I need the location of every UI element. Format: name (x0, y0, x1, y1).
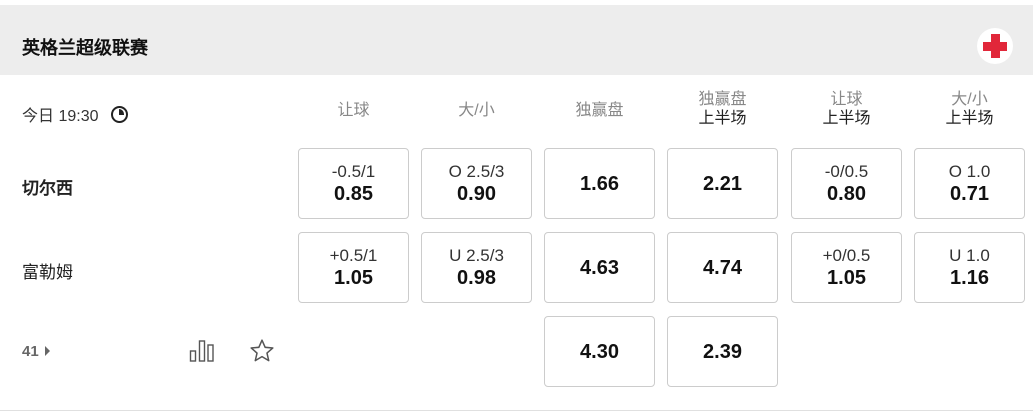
divider (0, 410, 1033, 411)
odds-value: 0.71 (950, 183, 989, 205)
odds-button[interactable]: 2.39 (667, 316, 778, 387)
odds-value: 0.80 (827, 183, 866, 205)
match-time: 今日 19:30 (22, 102, 128, 126)
odds-button[interactable]: +0/0.5 1.05 (791, 232, 902, 303)
odds-button[interactable]: 4.63 (544, 232, 655, 303)
odds-button[interactable]: 4.74 (667, 232, 778, 303)
column-header: 大/小 (421, 101, 532, 120)
odds-value: 0.90 (457, 183, 496, 205)
odds-value: 2.21 (703, 172, 742, 195)
england-flag-icon (977, 28, 1013, 64)
odds-value: 4.63 (580, 256, 619, 279)
odds-line: O 2.5/3 (448, 162, 505, 181)
odds-button[interactable]: 1.66 (544, 148, 655, 219)
column-sublabel: 上半场 (822, 110, 871, 127)
odds-button[interactable]: U 1.0 1.16 (914, 232, 1025, 303)
column-sublabel: 上半场 (698, 110, 747, 127)
home-team: 切尔西 (22, 179, 73, 198)
odds-value: 4.74 (703, 256, 742, 279)
odds-value: 1.05 (827, 267, 866, 289)
odds-value: 4.30 (580, 340, 619, 363)
odds-line: U 1.0 (949, 246, 990, 265)
column-header: 独赢盘 上半场 (667, 90, 778, 128)
odds-button[interactable]: -0/0.5 0.80 (791, 148, 902, 219)
odds-value: 1.66 (580, 172, 619, 195)
column-header: 让球 (298, 101, 409, 120)
odds-line: -0.5/1 (331, 162, 376, 181)
odds-button[interactable]: +0.5/1 1.05 (298, 232, 409, 303)
column-header: 大/小上半场 (914, 90, 1025, 128)
column-label: 独赢盘 (698, 91, 747, 108)
more-markets-link[interactable]: 41 (22, 343, 50, 360)
column-label: 独赢盘 (575, 102, 624, 119)
odds-line: U 2.5/3 (449, 246, 504, 265)
odds-button[interactable]: 4.30 (544, 316, 655, 387)
column-label: 大/小 (458, 102, 495, 119)
away-team: 富勒姆 (22, 263, 73, 282)
odds-value: 1.16 (950, 267, 989, 289)
column-header: 让球 上半场 (791, 90, 902, 128)
odds-value: 0.98 (457, 267, 496, 289)
column-label: 让球 (337, 102, 370, 119)
odds-button[interactable]: 2.21 (667, 148, 778, 219)
odds-button[interactable]: O 1.0 0.71 (914, 148, 1025, 219)
league-header: 英格兰超级联赛 (0, 5, 1033, 75)
odds-button[interactable]: O 2.5/3 0.90 (421, 148, 532, 219)
column-label: 让球 (830, 91, 863, 108)
odds-button[interactable]: U 2.5/3 0.98 (421, 232, 532, 303)
odds-line: O 1.0 (948, 162, 991, 181)
match-time-text: 今日 19:30 (22, 108, 99, 125)
odds-line: +0.5/1 (329, 246, 378, 265)
column-header: 独赢盘 (544, 101, 655, 120)
odds-line: +0/0.5 (822, 246, 871, 265)
odds-line: -0/0.5 (824, 162, 869, 181)
clock-icon (110, 105, 128, 123)
odds-value: 0.85 (334, 183, 373, 205)
column-sublabel: 上半场 (945, 110, 994, 127)
favorite-star-icon[interactable] (249, 338, 275, 364)
column-label: 大/小 (951, 91, 988, 108)
odds-value: 1.05 (334, 267, 373, 289)
league-title: 英格兰超级联赛 (22, 38, 148, 58)
odds-button[interactable]: -0.5/1 0.85 (298, 148, 409, 219)
stats-icon[interactable] (189, 339, 215, 363)
odds-value: 2.39 (703, 340, 742, 363)
